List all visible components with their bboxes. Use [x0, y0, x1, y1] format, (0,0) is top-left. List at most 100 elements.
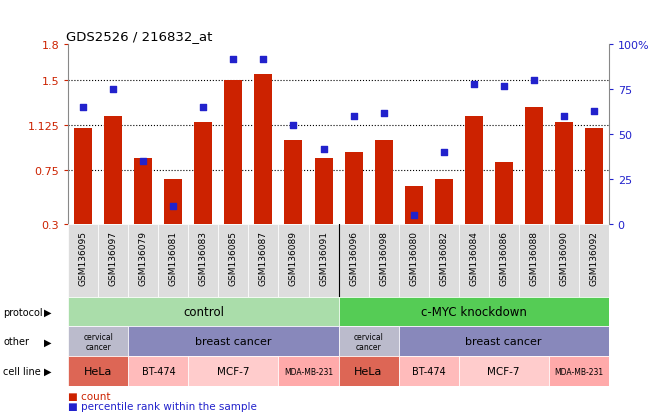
FancyBboxPatch shape [489, 225, 519, 297]
Text: GSM136079: GSM136079 [139, 230, 148, 285]
FancyBboxPatch shape [339, 297, 609, 327]
Point [529, 78, 539, 84]
Text: GSM136098: GSM136098 [379, 230, 388, 285]
FancyBboxPatch shape [188, 356, 279, 386]
Text: ▶: ▶ [44, 307, 52, 317]
FancyBboxPatch shape [398, 327, 609, 356]
Text: c-MYC knockdown: c-MYC knockdown [421, 305, 527, 318]
Text: BT-474: BT-474 [141, 366, 175, 376]
Point [348, 114, 359, 120]
Point [229, 56, 239, 63]
Bar [314, 159, 333, 225]
FancyBboxPatch shape [68, 297, 339, 327]
FancyBboxPatch shape [458, 356, 549, 386]
Bar [465, 117, 482, 225]
Text: GSM136092: GSM136092 [589, 230, 598, 285]
FancyBboxPatch shape [128, 327, 339, 356]
Point [408, 212, 419, 219]
Text: HeLa: HeLa [84, 366, 113, 376]
FancyBboxPatch shape [128, 356, 188, 386]
FancyBboxPatch shape [398, 356, 458, 386]
Bar [585, 129, 603, 225]
Point [469, 81, 479, 88]
Point [438, 150, 449, 156]
Text: GSM136084: GSM136084 [469, 230, 478, 285]
FancyBboxPatch shape [339, 356, 398, 386]
Point [318, 146, 329, 152]
FancyBboxPatch shape [458, 225, 489, 297]
Bar [404, 186, 422, 225]
Bar [525, 107, 543, 225]
Text: protocol: protocol [3, 307, 43, 317]
Text: GSM136083: GSM136083 [199, 230, 208, 285]
FancyBboxPatch shape [398, 225, 428, 297]
Point [78, 104, 89, 111]
Text: GSM136087: GSM136087 [259, 230, 268, 285]
FancyBboxPatch shape [309, 225, 339, 297]
Text: cell line: cell line [3, 366, 41, 376]
Bar [165, 179, 182, 225]
FancyBboxPatch shape [249, 225, 279, 297]
Text: ▶: ▶ [44, 337, 52, 347]
FancyBboxPatch shape [68, 356, 128, 386]
Bar [255, 75, 273, 225]
FancyBboxPatch shape [549, 356, 609, 386]
Point [589, 108, 599, 115]
Bar [555, 123, 573, 225]
Point [258, 56, 269, 63]
Text: breast cancer: breast cancer [195, 337, 271, 347]
FancyBboxPatch shape [158, 225, 188, 297]
Text: BT-474: BT-474 [411, 366, 445, 376]
Point [198, 104, 208, 111]
FancyBboxPatch shape [549, 225, 579, 297]
FancyBboxPatch shape [279, 225, 309, 297]
Text: MDA-MB-231: MDA-MB-231 [284, 367, 333, 376]
FancyBboxPatch shape [339, 327, 398, 356]
Text: GSM136088: GSM136088 [529, 230, 538, 285]
Text: cervical
cancer: cervical cancer [83, 332, 113, 351]
Text: GSM136089: GSM136089 [289, 230, 298, 285]
FancyBboxPatch shape [368, 225, 398, 297]
Text: MCF-7: MCF-7 [488, 366, 520, 376]
Text: cervical
cancer: cervical cancer [353, 332, 383, 351]
Text: GSM136095: GSM136095 [79, 230, 88, 285]
Point [378, 110, 389, 116]
Text: GSM136090: GSM136090 [559, 230, 568, 285]
FancyBboxPatch shape [128, 225, 158, 297]
Point [108, 87, 118, 93]
FancyBboxPatch shape [68, 327, 128, 356]
FancyBboxPatch shape [428, 225, 458, 297]
FancyBboxPatch shape [279, 356, 339, 386]
Point [168, 204, 178, 210]
Text: HeLa: HeLa [354, 366, 383, 376]
FancyBboxPatch shape [188, 225, 219, 297]
Text: GSM136096: GSM136096 [349, 230, 358, 285]
Text: control: control [183, 305, 224, 318]
Bar [344, 153, 363, 225]
Bar [74, 129, 92, 225]
Text: GSM136081: GSM136081 [169, 230, 178, 285]
FancyBboxPatch shape [68, 225, 98, 297]
Text: ▶: ▶ [44, 366, 52, 376]
Text: other: other [3, 337, 29, 347]
Point [138, 159, 148, 165]
Bar [495, 162, 512, 225]
Text: GSM136085: GSM136085 [229, 230, 238, 285]
Text: breast cancer: breast cancer [465, 337, 542, 347]
Text: GSM136082: GSM136082 [439, 230, 448, 285]
FancyBboxPatch shape [219, 225, 249, 297]
Bar [284, 141, 303, 225]
Bar [195, 123, 212, 225]
Point [288, 123, 299, 129]
Text: ■ count: ■ count [68, 391, 111, 401]
Bar [134, 159, 152, 225]
Bar [225, 81, 242, 225]
Text: GSM136080: GSM136080 [409, 230, 418, 285]
Text: GSM136086: GSM136086 [499, 230, 508, 285]
Text: GDS2526 / 216832_at: GDS2526 / 216832_at [66, 29, 212, 43]
Point [559, 114, 569, 120]
Text: ■ percentile rank within the sample: ■ percentile rank within the sample [68, 401, 257, 411]
Text: MDA-MB-231: MDA-MB-231 [554, 367, 603, 376]
FancyBboxPatch shape [519, 225, 549, 297]
FancyBboxPatch shape [579, 225, 609, 297]
